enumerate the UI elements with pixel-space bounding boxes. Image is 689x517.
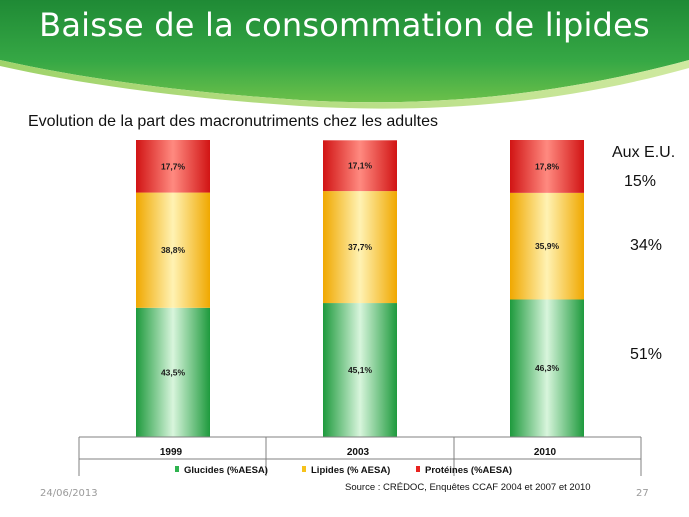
slide-title: Baisse de la consommation de lipides <box>39 6 650 44</box>
chart-title: Evolution de la part des macronutriments… <box>28 113 438 130</box>
legend-label-proteines: Protéines (%AESA) <box>425 465 512 476</box>
bar-glucides-2010 <box>510 299 584 437</box>
us-comparison-heading: Aux E.U. <box>612 144 676 161</box>
legend-label-glucides: Glucides (%AESA) <box>184 465 268 476</box>
bar-proteines-2003 <box>323 140 397 192</box>
legend-label-lipides: Lipides (% AESA) <box>311 465 390 476</box>
data-label-proteines-2003: 17,1% <box>348 161 373 171</box>
slide-header-banner <box>0 0 689 109</box>
bar-lipides-2010 <box>510 192 584 300</box>
bar-lipides-1999 <box>136 192 210 308</box>
us-lipids-value: 34% <box>630 237 663 254</box>
bar-glucides-1999 <box>136 307 210 437</box>
legend-swatch-lipides <box>302 466 306 472</box>
legend-swatch-proteines <box>416 466 420 472</box>
footer-date: 24/06/2013 <box>40 488 98 499</box>
bar-proteines-1999 <box>136 140 210 193</box>
footer-page-number: 27 <box>636 488 649 499</box>
data-label-glucides-2010: 46,3% <box>535 363 560 373</box>
legend-swatch-glucides <box>175 466 179 472</box>
x-tick-label-2010: 2010 <box>534 447 557 458</box>
x-tick-label-1999: 1999 <box>160 447 183 458</box>
data-label-lipides-1999: 38,8% <box>161 245 186 255</box>
source-note: Source : CRÉDOC, Enquêtes CCAF 2004 et 2… <box>345 482 591 493</box>
bar-glucides-2003 <box>323 303 397 437</box>
data-label-glucides-1999: 43,5% <box>161 367 186 377</box>
bar-proteines-2010 <box>510 140 584 193</box>
data-label-proteines-2010: 17,8% <box>535 161 560 171</box>
us-carbs-value: 51% <box>630 346 663 363</box>
data-label-proteines-1999: 17,7% <box>161 161 186 171</box>
data-label-glucides-2003: 45,1% <box>348 365 373 375</box>
us-proteins-value: 15% <box>624 173 657 190</box>
data-label-lipides-2003: 37,7% <box>348 242 373 252</box>
x-tick-label-2003: 2003 <box>347 447 370 458</box>
bar-lipides-2003 <box>323 191 397 304</box>
data-label-lipides-2010: 35,9% <box>535 241 560 251</box>
